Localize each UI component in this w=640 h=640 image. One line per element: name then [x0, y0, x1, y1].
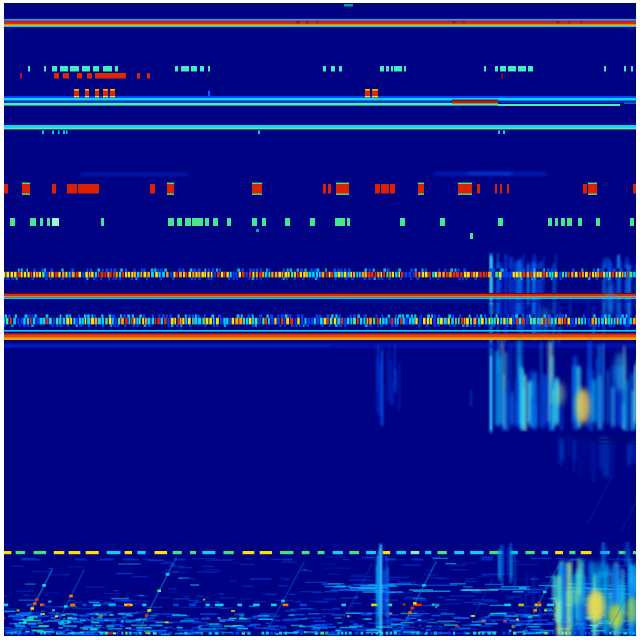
spectrogram-canvas: [4, 3, 636, 636]
spectrogram-figure: [4, 3, 636, 636]
